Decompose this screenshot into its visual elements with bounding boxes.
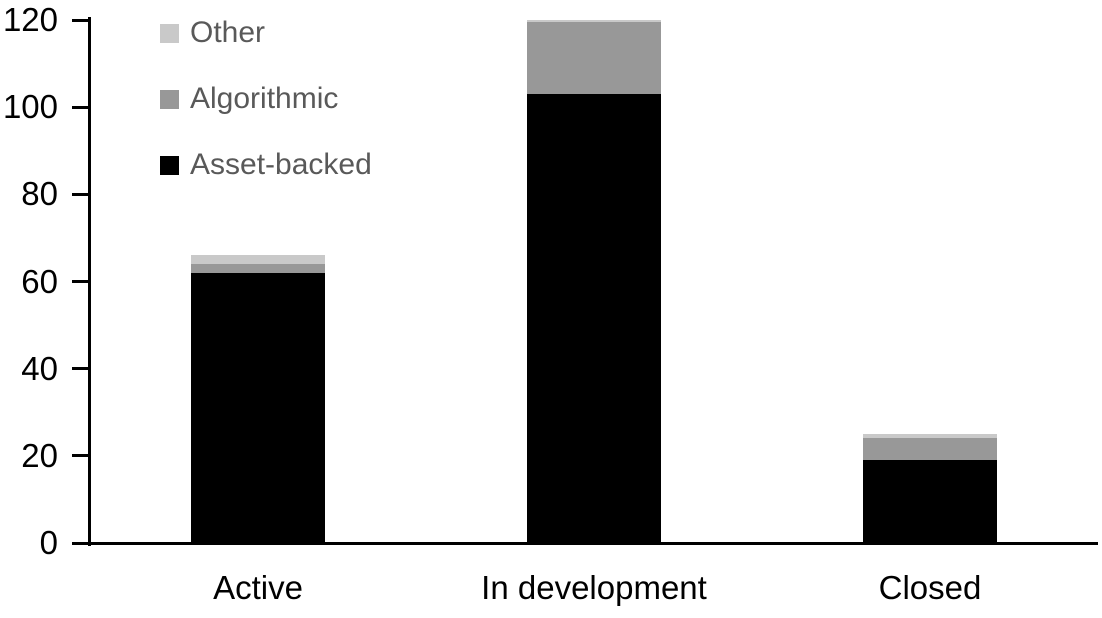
- y-tick-label: 60: [21, 262, 58, 300]
- bar-top-edge: [527, 20, 661, 22]
- bar-segment-algorithmic-active: [191, 264, 325, 273]
- legend-item-algorithmic: Algorithmic: [160, 78, 372, 120]
- x-category-label-active: Active: [213, 569, 303, 606]
- y-tick-label: 80: [21, 175, 58, 213]
- y-tick-mark: [72, 454, 90, 458]
- y-tick-label: 40: [21, 349, 58, 387]
- y-tick-mark: [72, 18, 90, 22]
- x-axis-line: [88, 542, 1098, 545]
- legend-swatch-other-icon: [160, 23, 179, 43]
- x-category-label-in-development: In development: [481, 569, 707, 606]
- bar-segment-asset-backed-closed: [863, 460, 997, 543]
- x-category-label-closed: Closed: [878, 569, 982, 606]
- legend-swatch-asset-backed-icon: [160, 155, 179, 175]
- y-tick-label: 120: [2, 1, 58, 38]
- legend-swatch-algorithmic-icon: [160, 89, 179, 109]
- y-tick-mark: [72, 367, 90, 371]
- y-tick-label: 20: [21, 436, 58, 474]
- legend-label-other: Other: [190, 16, 266, 49]
- y-tick-mark: [72, 105, 90, 109]
- bar-top-edge: [863, 434, 997, 437]
- legend-label-asset-backed: Asset-backed: [190, 148, 372, 181]
- legend-item-other: Other: [160, 12, 372, 54]
- bar-segment-other-closed: [863, 434, 997, 439]
- bar-segment-other-active: [191, 255, 325, 265]
- legend: Other Algorithmic Asset-backed: [160, 12, 372, 186]
- bar-top-edge: [191, 255, 325, 258]
- bar-segment-algorithmic-in-development: [527, 20, 661, 95]
- bar-segment-asset-backed-in-development: [527, 94, 661, 543]
- bar-segment-asset-backed-active: [191, 272, 325, 543]
- y-tick-mark: [72, 280, 90, 283]
- bar-segment-algorithmic-closed: [863, 438, 997, 461]
- y-tick-label: 100: [2, 88, 58, 126]
- y-tick-mark: [72, 541, 90, 545]
- y-tick-mark: [72, 192, 90, 196]
- legend-item-asset-backed: Asset-backed: [160, 144, 372, 186]
- legend-label-algorithmic: Algorithmic: [190, 82, 339, 115]
- y-tick-label: 0: [39, 524, 58, 561]
